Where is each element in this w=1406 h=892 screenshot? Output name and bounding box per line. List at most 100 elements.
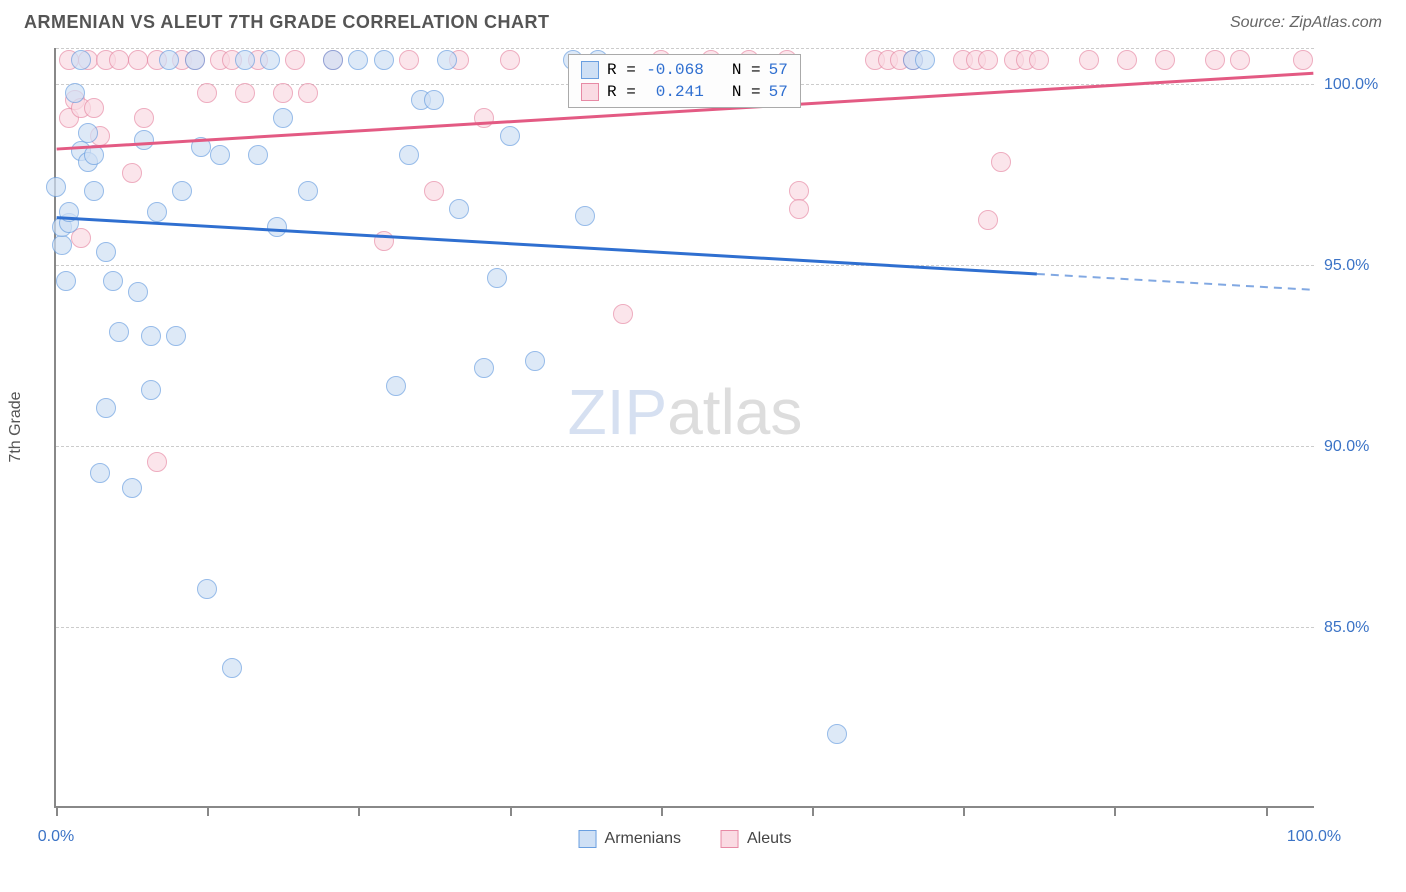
data-point	[474, 108, 494, 128]
data-point	[141, 326, 161, 346]
x-tick-label-min: 0.0%	[38, 828, 74, 846]
n-value-armenians: 57	[769, 61, 788, 79]
data-point	[96, 398, 116, 418]
x-tick-label-max: 100.0%	[1287, 828, 1341, 846]
chart-title: ARMENIAN VS ALEUT 7TH GRADE CORRELATION …	[24, 12, 550, 33]
data-point	[500, 126, 520, 146]
y-axis-title: 7th Grade	[7, 391, 25, 462]
data-point	[52, 235, 72, 255]
gridline: 85.0%	[56, 627, 1314, 628]
data-point	[500, 50, 520, 70]
data-point	[323, 50, 343, 70]
data-point	[222, 658, 242, 678]
data-point	[525, 351, 545, 371]
x-tick	[963, 806, 965, 816]
data-point	[487, 268, 507, 288]
n-value-aleuts: 57	[769, 83, 788, 101]
data-point	[285, 50, 305, 70]
data-point	[424, 181, 444, 201]
y-tick-label: 90.0%	[1324, 438, 1394, 456]
watermark-zip: ZIP	[568, 376, 668, 448]
source-label: Source: ZipAtlas.com	[1230, 14, 1382, 32]
x-tick	[812, 806, 814, 816]
data-point	[128, 282, 148, 302]
data-point	[248, 145, 268, 165]
data-point	[46, 177, 66, 197]
data-point	[147, 452, 167, 472]
data-point	[298, 83, 318, 103]
gridline	[56, 48, 1314, 49]
legend-label-armenians: Armenians	[605, 830, 681, 848]
data-point	[134, 130, 154, 150]
y-tick-label: 85.0%	[1324, 619, 1394, 637]
data-point	[122, 478, 142, 498]
legend-swatch-aleuts	[721, 830, 739, 848]
data-point	[399, 50, 419, 70]
legend-item-aleuts[interactable]: Aleuts	[721, 830, 791, 848]
trend-lines	[56, 48, 1314, 806]
data-point	[1117, 50, 1137, 70]
data-point	[166, 326, 186, 346]
swatch-armenians	[581, 61, 599, 79]
data-point	[827, 724, 847, 744]
data-point	[1029, 50, 1049, 70]
data-point	[1230, 50, 1250, 70]
data-point	[474, 358, 494, 378]
data-point	[978, 50, 998, 70]
data-point	[147, 202, 167, 222]
data-point	[260, 50, 280, 70]
r-value-aleuts: 0.241	[644, 83, 704, 101]
data-point	[197, 83, 217, 103]
data-point	[1205, 50, 1225, 70]
chart-area: 7th Grade ZIPatlas 85.0%90.0%95.0%100.0%…	[54, 48, 1314, 808]
data-point	[273, 83, 293, 103]
data-point	[374, 50, 394, 70]
data-point	[59, 202, 79, 222]
data-point	[109, 50, 129, 70]
data-point	[437, 50, 457, 70]
legend-label-aleuts: Aleuts	[747, 830, 791, 848]
legend-swatch-armenians	[579, 830, 597, 848]
stats-row-aleuts: R = 0.241 N = 57	[581, 81, 788, 103]
data-point	[399, 145, 419, 165]
data-point	[374, 231, 394, 251]
data-point	[128, 50, 148, 70]
stats-box: R = -0.068 N = 57 R = 0.241 N = 57	[568, 54, 801, 108]
data-point	[109, 322, 129, 342]
x-tick	[661, 806, 663, 816]
data-point	[103, 271, 123, 291]
data-point	[56, 271, 76, 291]
data-point	[1079, 50, 1099, 70]
data-point	[267, 217, 287, 237]
data-point	[298, 181, 318, 201]
n-label: N =	[732, 61, 761, 79]
n-label: N =	[732, 83, 761, 101]
gridline: 95.0%	[56, 265, 1314, 266]
data-point	[978, 210, 998, 230]
data-point	[84, 145, 104, 165]
data-point	[424, 90, 444, 110]
swatch-aleuts	[581, 83, 599, 101]
data-point	[65, 83, 85, 103]
gridline: 90.0%	[56, 446, 1314, 447]
data-point	[197, 579, 217, 599]
data-point	[575, 206, 595, 226]
watermark-atlas: atlas	[667, 376, 802, 448]
data-point	[159, 50, 179, 70]
legend: Armenians Aleuts	[579, 830, 792, 848]
data-point	[71, 50, 91, 70]
r-label: R =	[607, 83, 636, 101]
data-point	[185, 50, 205, 70]
data-point	[1155, 50, 1175, 70]
data-point	[134, 108, 154, 128]
data-point	[386, 376, 406, 396]
data-point	[122, 163, 142, 183]
data-point	[273, 108, 293, 128]
data-point	[613, 304, 633, 324]
data-point	[90, 463, 110, 483]
data-point	[991, 152, 1011, 172]
stats-row-armenians: R = -0.068 N = 57	[581, 59, 788, 81]
x-tick	[1114, 806, 1116, 816]
data-point	[84, 98, 104, 118]
legend-item-armenians[interactable]: Armenians	[579, 830, 681, 848]
